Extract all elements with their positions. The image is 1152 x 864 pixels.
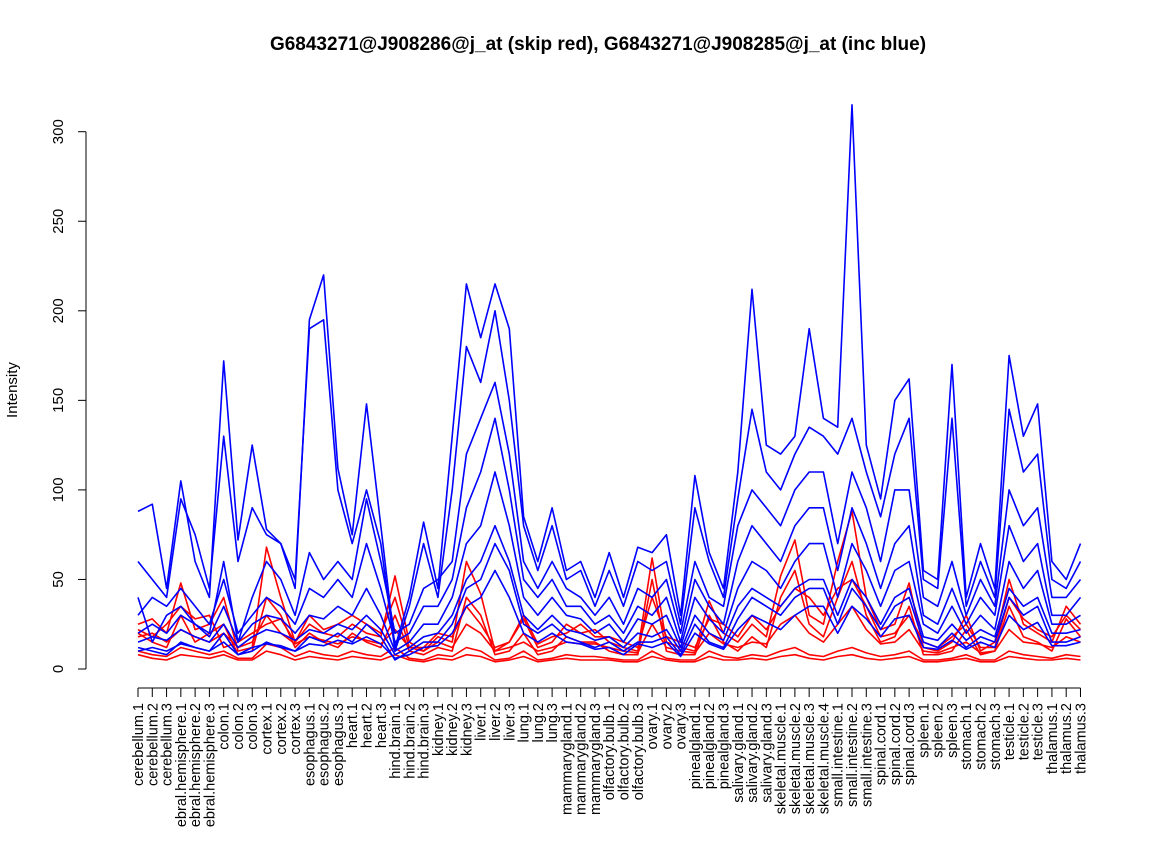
chart-title: G6843271@J908286@j_at (skip red), G68432… — [270, 34, 926, 55]
x-tick-label: spinal.cord.1 — [874, 703, 890, 785]
x-tick-label: esophagus.3 — [331, 703, 347, 786]
x-tick-label: salivary.gland.1 — [731, 703, 747, 803]
x-tick-label: esophagus.2 — [317, 703, 333, 786]
x-tick-label: spleen.3 — [945, 703, 961, 758]
x-tick-label: skeletal.muscle.4 — [816, 703, 832, 814]
x-tick-label: small.intestine.1 — [831, 703, 847, 807]
x-tick-label: stomach.1 — [959, 703, 975, 770]
inc-series-line — [137, 524, 1081, 656]
inc-series-line — [137, 381, 1082, 643]
x-tick-label: mammarygland.2 — [574, 703, 590, 815]
x-tick-label: skeletal.muscle.2 — [788, 703, 804, 814]
y-tick-label: 200 — [50, 298, 67, 323]
skip-series-line — [137, 560, 1082, 656]
x-tick-label: skeletal.muscle.1 — [774, 703, 790, 814]
x-tick-label: cortex.3 — [288, 703, 304, 755]
x-tick-label: lung.1 — [517, 703, 533, 743]
x-tick-label: heart.2 — [359, 703, 375, 748]
x-tick-label: stomach.2 — [974, 703, 990, 770]
x-tick-label: cerebellum.2 — [145, 703, 161, 786]
x-tick-label: cerebellum.3 — [160, 703, 176, 786]
x-tick-label: small.intestine.3 — [859, 703, 875, 807]
x-tick-label: thalamus.2 — [1059, 703, 1075, 774]
x-tick-label: ovary.2 — [659, 703, 675, 749]
x-tick-label: small.intestine.2 — [845, 703, 861, 807]
x-tick-label: ebral.hemisphere.2 — [188, 703, 204, 827]
x-tick-label: colon.3 — [245, 703, 261, 750]
x-tick-label: salivary.gland.2 — [745, 703, 761, 803]
skip-series-line — [137, 643, 1081, 661]
series-lines — [137, 104, 1082, 663]
x-tick-label: esophagus.1 — [302, 703, 318, 786]
y-axis: 0 50 100 150 200 250 300 — [50, 119, 87, 673]
x-tick-label: cerebellum.1 — [131, 703, 147, 786]
y-tick-label: 50 — [50, 571, 67, 588]
x-tick-label: salivary.gland.3 — [759, 703, 775, 803]
x-tick-label: stomach.3 — [988, 703, 1004, 770]
x-tick-label: testicle.3 — [1031, 703, 1047, 760]
x-tick-label: heart.1 — [345, 703, 361, 748]
inc-series-line — [137, 471, 1081, 652]
inc-series-line — [137, 417, 1082, 643]
x-tick-label: liver.3 — [502, 703, 518, 741]
x-tick-label: thalamus.1 — [1045, 703, 1061, 774]
x-tick-label: pinealgland.3 — [716, 703, 732, 789]
inc-series-line — [137, 309, 1082, 652]
x-tick-label: cortex.2 — [274, 703, 290, 755]
y-tick-label: 0 — [50, 665, 67, 673]
x-tick-label: liver.1 — [474, 703, 490, 741]
y-tick-label: 150 — [50, 388, 67, 413]
x-tick-label: spleen.2 — [931, 703, 947, 758]
x-tick-label: spinal.cord.2 — [888, 703, 904, 785]
skip-series-line — [137, 650, 1081, 663]
x-tick-label: liver.2 — [488, 703, 504, 741]
x-tick-label: lung.3 — [545, 703, 561, 743]
y-tick-label: 300 — [50, 119, 67, 144]
x-tick-label: ovary.1 — [645, 703, 661, 749]
x-tick-label: ovary.3 — [674, 703, 690, 749]
x-tick-label: mammarygland.1 — [559, 703, 575, 815]
x-tick-label: pinealgland.1 — [688, 703, 704, 789]
x-tick-label: kidney.3 — [459, 703, 475, 756]
x-tick-label: colon.2 — [231, 703, 247, 750]
x-tick-label: thalamus.3 — [1073, 703, 1089, 774]
x-tick-label: pinealgland.2 — [702, 703, 718, 789]
x-tick-label: olfactory.bulb.3 — [631, 703, 647, 800]
x-tick-label: heart.3 — [374, 703, 390, 748]
x-tick-label: spinal.cord.3 — [902, 703, 918, 785]
y-axis-label: Intensity — [4, 362, 21, 418]
x-tick-label: cortex.1 — [260, 703, 276, 755]
x-tick-label: olfactory.bulb.1 — [602, 703, 618, 800]
x-tick-label: kidney.2 — [445, 703, 461, 756]
x-tick-label: mammarygland.3 — [588, 703, 604, 815]
x-axis: cerebellum.1cerebellum.2cerebellum.3ebra… — [131, 687, 1089, 827]
x-tick-label: ebral.hemisphere.1 — [174, 703, 190, 827]
x-tick-label: spleen.1 — [916, 703, 932, 758]
x-tick-label: colon.1 — [217, 703, 233, 750]
x-tick-label: hind.brain.3 — [417, 703, 433, 779]
inc-series-line — [137, 542, 1081, 661]
x-tick-label: testicle.1 — [1002, 703, 1018, 760]
x-tick-label: ebral.hemisphere.3 — [202, 703, 218, 827]
x-tick-label: olfactory.bulb.2 — [617, 703, 633, 800]
x-tick-label: lung.2 — [531, 703, 547, 743]
x-tick-label: skeletal.muscle.3 — [802, 703, 818, 814]
x-tick-label: testicle.2 — [1016, 703, 1032, 760]
x-tick-label: kidney.1 — [431, 703, 447, 756]
x-tick-label: hind.brain.2 — [402, 703, 418, 779]
x-tick-label: hind.brain.1 — [388, 703, 404, 779]
y-tick-label: 250 — [50, 209, 67, 234]
y-tick-label: 100 — [50, 477, 67, 502]
